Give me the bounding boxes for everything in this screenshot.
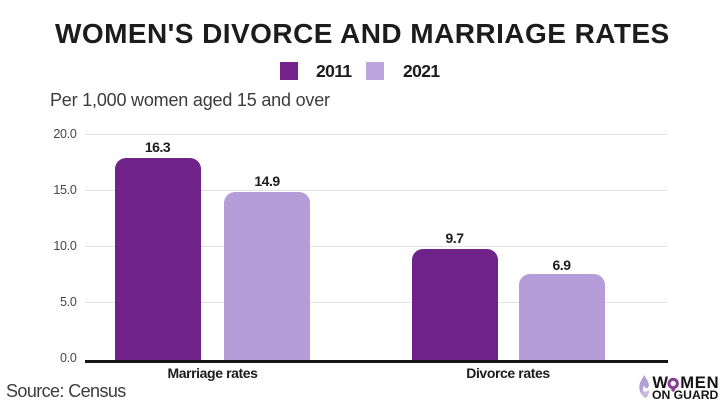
svg-text:W: W <box>652 373 668 392</box>
svg-text:MEN: MEN <box>680 373 719 392</box>
svg-text:ON GUARD: ON GUARD <box>652 388 719 402</box>
